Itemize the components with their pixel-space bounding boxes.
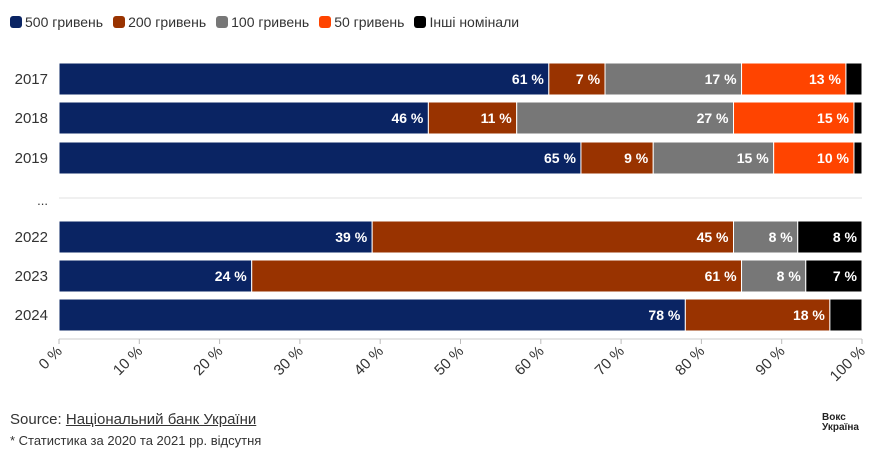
x-tick-label: 60 % (511, 343, 547, 379)
year-label: 2022 (15, 229, 48, 246)
x-tick-label: 0 % (36, 343, 66, 373)
x-tick-label: 70 % (592, 343, 628, 379)
year-label: 2019 (15, 150, 48, 167)
data-label: 7 % (833, 268, 858, 284)
data-label: 8 % (833, 229, 858, 245)
footnote: * Статистика за 2020 та 2021 рр. відсутн… (10, 433, 261, 448)
x-tick-label: 100 % (827, 343, 869, 385)
bar-segment (372, 221, 733, 253)
data-label: 17 % (705, 71, 737, 87)
bar-segment (59, 221, 372, 253)
vox-ukraine-logo: Вокс Україна (822, 413, 872, 433)
bar-segment (59, 142, 581, 174)
bar-segment (854, 102, 862, 134)
data-label: 61 % (705, 268, 737, 284)
stacked-bar-chart: 2017 61 % 7 % 17 % 13 % 2018 46 % 11 % 27 % 15 % 2… (0, 0, 883, 449)
data-label: 24 % (215, 268, 247, 284)
x-tick-label: 40 % (351, 343, 387, 379)
data-label: 8 % (777, 268, 802, 284)
data-label: 18 % (793, 307, 825, 323)
data-label: 46 % (391, 110, 423, 126)
bar-segment (59, 299, 685, 331)
x-tick-label: 20 % (190, 343, 226, 379)
data-label: 10 % (817, 150, 849, 166)
bar-segment (854, 142, 862, 174)
data-label: 78 % (648, 307, 680, 323)
data-label: 45 % (697, 229, 729, 245)
data-label: 11 % (481, 110, 513, 126)
year-label: 2018 (15, 110, 48, 127)
x-tick-label: 90 % (752, 343, 788, 379)
data-label: 8 % (769, 229, 794, 245)
data-label: 15 % (737, 150, 769, 166)
data-label: 61 % (512, 71, 544, 87)
bar-segment (830, 299, 862, 331)
data-label: 65 % (544, 150, 576, 166)
data-label: 39 % (335, 229, 367, 245)
data-label: 15 % (817, 110, 849, 126)
x-tick-label: 10 % (110, 343, 146, 379)
data-label: 9 % (624, 150, 649, 166)
bar-segment (252, 260, 742, 292)
year-label: 2017 (15, 71, 48, 88)
source-line: Source: Національний банк України (10, 411, 256, 428)
data-label: 7 % (576, 71, 601, 87)
year-label: 2024 (15, 307, 48, 324)
data-label: 27 % (697, 110, 729, 126)
bar-segment (59, 63, 549, 95)
bar-segment (59, 102, 428, 134)
ellipsis-label: ... (37, 193, 48, 208)
x-tick-label: 80 % (672, 343, 708, 379)
x-tick-label: 50 % (431, 343, 467, 379)
source-prefix: Source: (10, 411, 66, 428)
data-label: 13 % (809, 71, 841, 87)
x-tick-label: 30 % (271, 343, 307, 379)
logo-line-2: Україна (822, 423, 872, 433)
bar-segment (846, 63, 862, 95)
source-link[interactable]: Національний банк України (66, 411, 256, 428)
year-label: 2023 (15, 268, 48, 285)
